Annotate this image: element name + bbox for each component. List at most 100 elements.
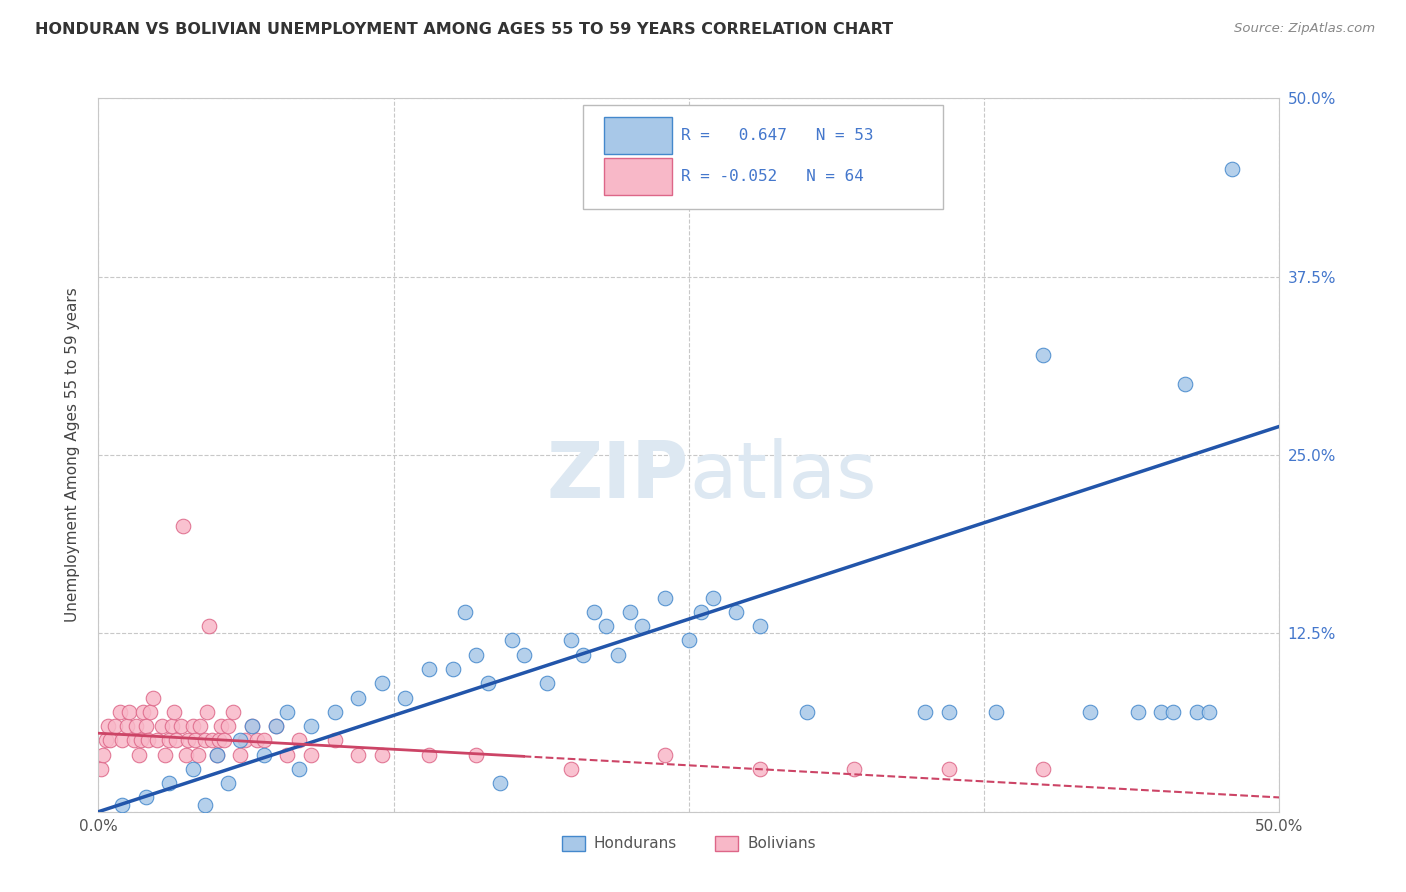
Point: [184, 733, 207, 747]
Point: [174, 747, 197, 762]
Point: [347, 747, 370, 762]
Point: [94, 733, 117, 747]
Point: [205, 747, 228, 762]
Point: [748, 619, 770, 633]
Point: [560, 762, 582, 776]
Point: [146, 733, 169, 747]
Point: [217, 719, 239, 733]
Point: [115, 719, 138, 733]
Point: [229, 733, 252, 747]
Point: [246, 733, 269, 747]
Text: HONDURAN VS BOLIVIAN UNEMPLOYMENT AMONG AGES 55 TO 59 YEARS CORRELATION CHART: HONDURAN VS BOLIVIAN UNEMPLOYMENT AMONG …: [35, 22, 893, 37]
Point: [240, 719, 263, 733]
Point: [136, 733, 159, 747]
Point: [441, 662, 464, 676]
Text: Source: ZipAtlas.com: Source: ZipAtlas.com: [1234, 22, 1375, 36]
Point: [157, 733, 180, 747]
Point: [91, 747, 114, 762]
Point: [212, 733, 235, 747]
Point: [139, 705, 162, 719]
Point: [394, 690, 416, 705]
Point: [142, 690, 165, 705]
Point: [163, 705, 186, 719]
Point: [104, 719, 127, 733]
Point: [194, 797, 217, 812]
Point: [725, 605, 748, 619]
Point: [347, 690, 370, 705]
Point: [571, 648, 593, 662]
Point: [98, 733, 121, 747]
Point: [187, 747, 209, 762]
Point: [984, 705, 1007, 719]
Point: [170, 719, 193, 733]
Point: [160, 719, 183, 733]
Point: [512, 648, 534, 662]
FancyBboxPatch shape: [605, 158, 672, 195]
Point: [253, 733, 276, 747]
Point: [97, 719, 120, 733]
Point: [135, 790, 157, 805]
Point: [465, 648, 488, 662]
Point: [418, 662, 440, 676]
Point: [938, 705, 960, 719]
Point: [1161, 705, 1184, 719]
Point: [201, 733, 224, 747]
Point: [371, 747, 394, 762]
Point: [1185, 705, 1208, 719]
Point: [607, 648, 630, 662]
Point: [153, 747, 176, 762]
Point: [229, 747, 252, 762]
Point: [288, 762, 311, 776]
Point: [371, 676, 394, 690]
Point: [208, 733, 231, 747]
Point: [288, 733, 311, 747]
Point: [1032, 348, 1054, 362]
Point: [222, 705, 245, 719]
Point: [465, 747, 488, 762]
Point: [678, 633, 700, 648]
Text: R =   0.647   N = 53: R = 0.647 N = 53: [681, 128, 873, 144]
Point: [938, 762, 960, 776]
Point: [489, 776, 512, 790]
Point: [217, 776, 239, 790]
Point: [796, 705, 818, 719]
Point: [165, 733, 187, 747]
Point: [1198, 705, 1220, 719]
Point: [111, 797, 134, 812]
Point: [1174, 376, 1197, 391]
Point: [1080, 705, 1102, 719]
Point: [276, 747, 298, 762]
Point: [299, 747, 322, 762]
Point: [122, 733, 145, 747]
Point: [418, 747, 440, 762]
Point: [702, 591, 724, 605]
Point: [240, 719, 263, 733]
Point: [595, 619, 617, 633]
Point: [128, 747, 150, 762]
Point: [1126, 705, 1149, 719]
Point: [177, 733, 200, 747]
Point: [276, 705, 298, 719]
Point: [205, 747, 228, 762]
Point: [583, 605, 606, 619]
Point: [477, 676, 499, 690]
Point: [501, 633, 523, 648]
Point: [619, 605, 641, 619]
Point: [1150, 705, 1173, 719]
Point: [630, 619, 652, 633]
Point: [323, 733, 346, 747]
Legend: Hondurans, Bolivians: Hondurans, Bolivians: [555, 830, 823, 857]
Point: [253, 747, 276, 762]
Point: [689, 605, 711, 619]
Point: [748, 762, 770, 776]
Text: ZIP: ZIP: [547, 438, 689, 515]
Point: [654, 747, 676, 762]
Point: [914, 705, 936, 719]
Point: [150, 719, 173, 733]
Point: [844, 762, 866, 776]
Point: [264, 719, 287, 733]
FancyBboxPatch shape: [605, 118, 672, 154]
Point: [198, 619, 221, 633]
Point: [172, 519, 194, 533]
Point: [125, 719, 148, 733]
